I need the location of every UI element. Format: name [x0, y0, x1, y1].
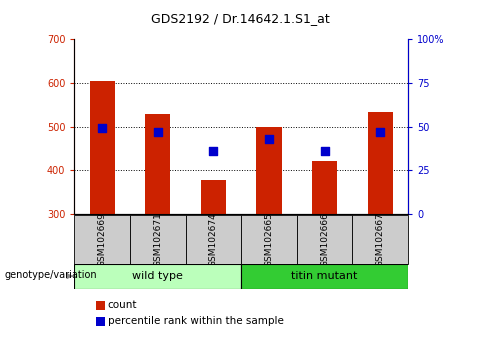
Bar — [96, 317, 105, 326]
Point — [154, 129, 162, 135]
Text: GSM102667: GSM102667 — [376, 212, 384, 267]
Bar — [297, 215, 352, 264]
Point — [265, 136, 273, 142]
Bar — [256, 127, 281, 214]
Text: GSM102674: GSM102674 — [209, 212, 218, 267]
Text: genotype/variation: genotype/variation — [5, 270, 97, 280]
Bar — [90, 81, 115, 214]
Bar — [241, 215, 297, 264]
Text: GDS2192 / Dr.14642.1.S1_at: GDS2192 / Dr.14642.1.S1_at — [151, 12, 329, 25]
Bar — [201, 181, 226, 214]
Bar — [312, 161, 337, 214]
Bar — [74, 264, 241, 289]
Text: GSM102665: GSM102665 — [264, 212, 274, 267]
Text: GSM102666: GSM102666 — [320, 212, 329, 267]
Bar — [241, 264, 408, 289]
Bar — [130, 215, 186, 264]
Point — [210, 148, 217, 154]
Text: count: count — [108, 300, 137, 310]
Text: GSM102671: GSM102671 — [153, 212, 162, 267]
Bar — [145, 114, 170, 214]
Bar — [368, 112, 393, 214]
Text: GSM102669: GSM102669 — [98, 212, 107, 267]
Bar — [74, 215, 130, 264]
Bar — [186, 215, 241, 264]
Text: percentile rank within the sample: percentile rank within the sample — [108, 316, 283, 326]
Point — [376, 129, 384, 135]
Point — [98, 125, 106, 131]
Point — [321, 148, 328, 154]
Bar — [96, 301, 105, 310]
Text: wild type: wild type — [132, 271, 183, 281]
Text: titin mutant: titin mutant — [291, 271, 358, 281]
Bar — [352, 215, 408, 264]
